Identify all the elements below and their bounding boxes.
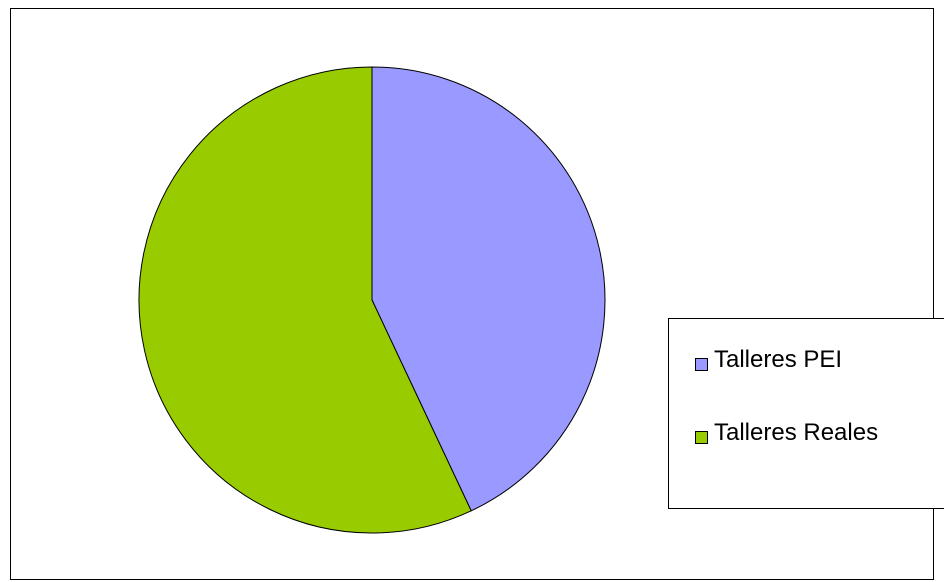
- legend: Talleres PEI Talleres Reales: [668, 318, 944, 509]
- pie-slices: [138, 66, 606, 534]
- legend-swatch-talleres-reales: [695, 430, 708, 444]
- legend-label-talleres-reales: Talleres Reales: [714, 419, 879, 446]
- legend-item-talleres-reales: Talleres Reales: [695, 418, 878, 448]
- legend-swatch-talleres-pei: [695, 357, 708, 371]
- legend-item-talleres-pei: Talleres PEI: [695, 345, 842, 375]
- pie-slice-talleres-pei: [371, 66, 606, 512]
- pie-slice-talleres-reales: [138, 66, 472, 534]
- legend-label-talleres-pei: Talleres PEI: [714, 346, 843, 373]
